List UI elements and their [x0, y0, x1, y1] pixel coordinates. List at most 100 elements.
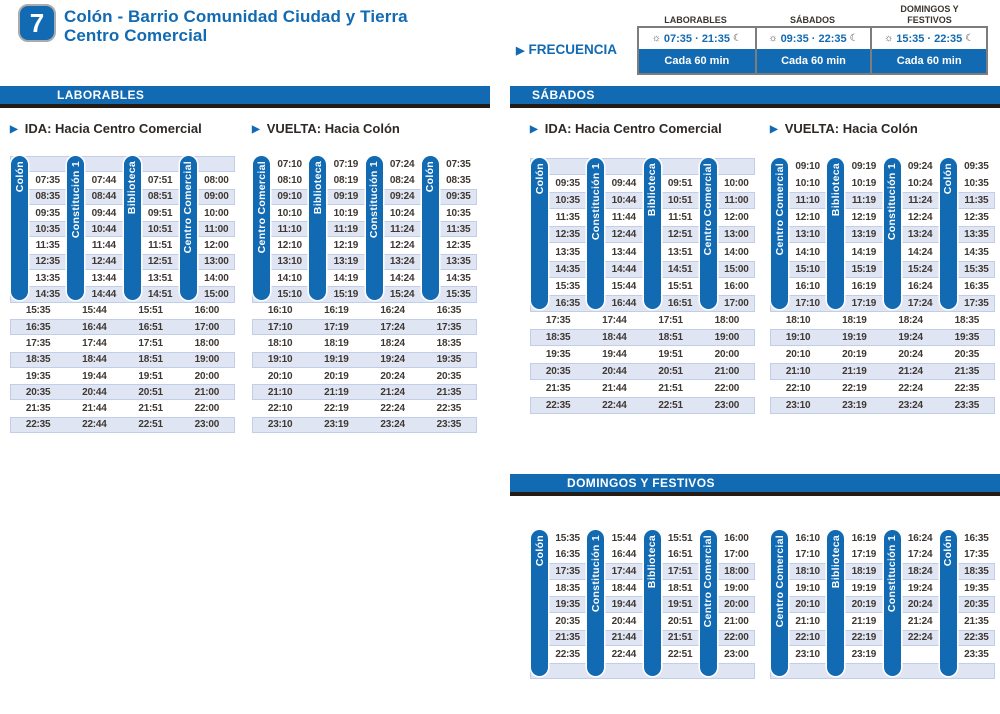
time-cell: 08:44 — [66, 189, 122, 205]
time-value: 17:51 — [667, 565, 693, 577]
time-cell: 15:51 — [643, 278, 699, 295]
time-cell: 22:10 — [252, 400, 308, 416]
table-row — [530, 158, 755, 176]
time-value: 18:00 — [724, 565, 749, 577]
frequency-headers: LABORABLES SÁBADOS DOMINGOS Y FESTIVOS — [637, 3, 988, 25]
station-pill: Centro Comercial — [771, 158, 788, 309]
time-cell: 20:00 — [699, 346, 755, 363]
time-cell: 19:51 — [643, 596, 699, 613]
time-cell: 13:24 — [365, 254, 421, 270]
station-pill: Centro Comercial — [253, 156, 270, 300]
timetable-sabados-ida: 09:35 09:44 09:51 10:00 10:35 10:44 10:51 11:00… — [530, 158, 755, 415]
time-cell: 20:10 — [252, 368, 308, 384]
frequency-hours: ☼ 07:35 · 21:35 ☾ — [639, 28, 755, 49]
section-bar-label: SÁBADOS — [532, 88, 595, 102]
table-row: 15:35 15:44 15:51 16:00 — [530, 530, 755, 547]
time-cell: 20:00 — [699, 596, 755, 613]
time-cell: 17:00 — [179, 319, 235, 335]
table-row: 11:10 11:19 11:24 11:35 — [252, 221, 477, 238]
time-value: 16:00 — [724, 280, 749, 292]
time-value: 13:19 — [851, 229, 877, 241]
table-row: 20:35 20:44 20:51 21:00 — [530, 363, 755, 381]
time-cell: 16:24 — [883, 530, 939, 547]
time-value: 20:10 — [785, 349, 811, 361]
time-cell: 10:44 — [66, 221, 122, 237]
time-cell: 15:35 — [530, 530, 586, 547]
time-value: 12:00 — [204, 240, 229, 252]
time-cell: 16:35 — [939, 278, 995, 295]
station-pill: Constitución 1 — [365, 156, 383, 300]
time-value: 17:35 — [25, 337, 51, 349]
station-pill-label: Biblioteca — [126, 161, 138, 215]
timetable-laborables-ida: 07:35 07:44 07:51 08:00 08:35 08:44 08:51 09:00… — [10, 156, 235, 434]
time-value: 16:44 — [611, 297, 637, 309]
time-cell: 13:10 — [252, 254, 308, 270]
time-value: 15:19 — [333, 289, 359, 301]
direction-label-vuelta: ▶ VUELTA: Hacia Colón — [252, 121, 400, 136]
time-value: 09:44 — [91, 207, 117, 219]
time-cell: 21:44 — [586, 380, 642, 397]
time-value: 16:51 — [667, 549, 693, 561]
time-value: 09:19 — [333, 191, 359, 203]
arrow-right-icon: ▶ — [10, 124, 18, 135]
time-value: 10:10 — [277, 207, 302, 219]
time-value: 11:44 — [611, 212, 636, 224]
table-row: 07:10 07:19 07:24 07:35 — [252, 156, 477, 172]
time-cell: 17:10 — [770, 547, 826, 564]
time-value: 19:24 — [898, 331, 923, 343]
time-value: 23:24 — [380, 419, 405, 431]
time-cell: 19:00 — [699, 580, 755, 597]
time-cell: 13:19 — [826, 226, 882, 243]
time-value: 13:35 — [35, 272, 60, 284]
time-cell: 21:00 — [699, 363, 755, 380]
time-value: 08:24 — [389, 174, 415, 186]
timetable-laborables-vuelta: 07:10 07:19 07:24 07:35 08:10 08:19 08:24 08:35… — [252, 156, 477, 434]
time-value: 16:19 — [851, 280, 877, 292]
time-value: 18:00 — [194, 337, 220, 349]
time-cell: 22:51 — [643, 646, 699, 663]
station-pill: Colón — [421, 156, 439, 300]
time-cell: 10:00 — [699, 175, 755, 192]
table-row: 10:10 10:19 10:24 10:35 — [252, 205, 477, 221]
time-value: 21:24 — [898, 366, 923, 378]
time-value: 10:51 — [147, 223, 173, 235]
time-cell: 19:10 — [770, 329, 826, 346]
time-value: 19:10 — [795, 582, 820, 594]
time-value: 22:10 — [267, 403, 293, 415]
section-bar-label: DOMINGOS Y FESTIVOS — [567, 476, 715, 490]
time-cell: 07:10 — [252, 156, 308, 172]
time-cell: 15:24 — [365, 286, 421, 302]
station-pill: Centro Comercial — [179, 156, 197, 300]
time-cell: 17:24 — [365, 319, 421, 335]
table-row: 09:35 09:44 09:51 10:00 — [10, 205, 235, 221]
time-cell: 14:35 — [939, 243, 995, 260]
time-value: 16:00 — [194, 305, 220, 317]
time-value: 10:19 — [333, 207, 359, 219]
time-cell: 10:10 — [770, 175, 826, 192]
frequency-hours-text: 07:35 · 21:35 — [663, 32, 730, 45]
time-cell: 16:35 — [939, 530, 995, 547]
station-pill: Biblioteca — [643, 158, 661, 309]
time-value: 22:19 — [324, 403, 349, 415]
station-pill-label: Colón — [533, 163, 546, 195]
time-value: 18:44 — [611, 582, 637, 594]
station-pill-label: Centro Comercial — [182, 161, 195, 254]
time-value: 23:10 — [267, 419, 293, 431]
time-value: 18:35 — [555, 582, 580, 594]
time-cell: 22:35 — [939, 380, 995, 397]
time-cell: 23:35 — [939, 646, 995, 663]
time-value: 20:35 — [964, 599, 989, 611]
time-cell: 12:19 — [826, 209, 882, 226]
time-cell: 19:10 — [252, 352, 308, 368]
station-pill: Constitución 1 — [587, 158, 605, 309]
time-cell: 16:10 — [770, 278, 826, 295]
time-value: 10:00 — [724, 178, 749, 190]
time-cell: 10:24 — [883, 175, 939, 192]
frequency-hours: ☼ 09:35 · 22:35 ☾ — [757, 28, 871, 49]
time-value: 08:10 — [277, 174, 302, 186]
time-cell: 18:00 — [699, 563, 755, 580]
time-cell: 12:00 — [179, 237, 235, 253]
time-cell: 20:24 — [883, 596, 939, 613]
time-value: 15:35 — [555, 280, 580, 292]
time-cell: 17:44 — [586, 563, 642, 580]
